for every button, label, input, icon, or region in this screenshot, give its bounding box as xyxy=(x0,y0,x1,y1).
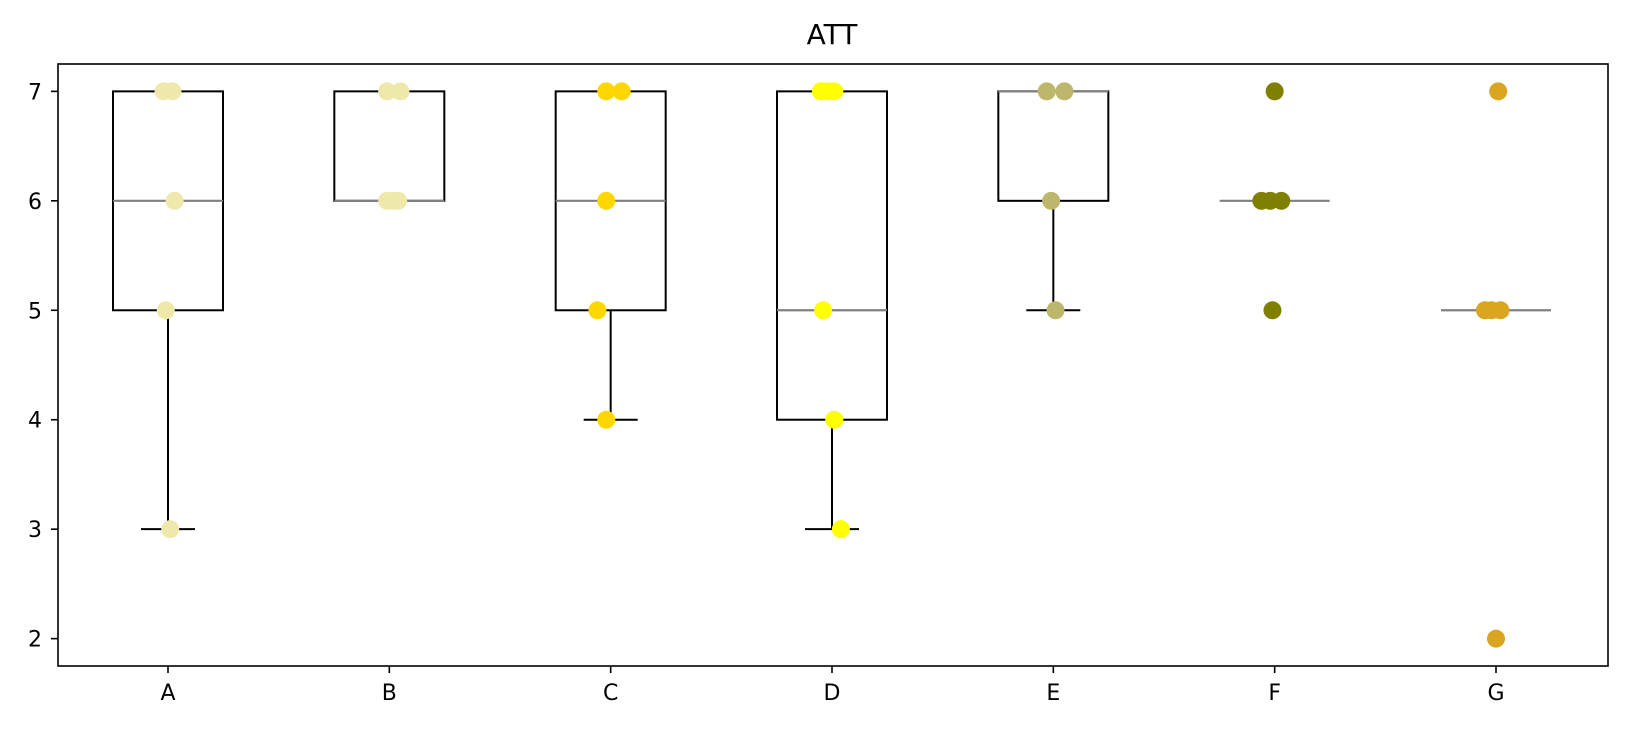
axes: 2 3 4 5 6 7 A B C D E F G xyxy=(28,80,1505,706)
box-group-c xyxy=(554,82,667,429)
y-tick-label: 7 xyxy=(28,80,42,105)
box xyxy=(997,90,1110,202)
x-tick-label: C xyxy=(603,681,618,706)
data-point xyxy=(588,301,607,320)
data-point xyxy=(831,520,850,539)
x-tick-label: B xyxy=(382,681,397,706)
box-group-b xyxy=(333,82,446,210)
plot-frame xyxy=(57,63,1609,667)
data-point xyxy=(1265,82,1284,101)
data-point xyxy=(825,410,844,429)
box-group-d xyxy=(776,82,888,539)
data-point xyxy=(814,301,833,320)
data-point xyxy=(1491,301,1510,320)
y-tick-label: 5 xyxy=(28,299,42,324)
data-point xyxy=(156,301,175,320)
data-point xyxy=(389,191,408,210)
x-tick-label: G xyxy=(1487,681,1504,706)
box-group-a xyxy=(112,82,224,539)
box xyxy=(776,90,888,421)
data-point xyxy=(1263,301,1282,320)
chart-title: ATT xyxy=(807,18,859,51)
box-group-f xyxy=(1219,82,1330,320)
data-point xyxy=(825,82,844,101)
data-point xyxy=(1046,301,1065,320)
data-point xyxy=(1055,82,1074,101)
y-tick-label: 4 xyxy=(28,409,42,434)
data-point xyxy=(597,191,616,210)
data-point xyxy=(391,82,410,101)
data-point xyxy=(1489,82,1508,101)
x-tick-label: E xyxy=(1046,681,1060,706)
data-point xyxy=(161,520,180,539)
x-tick-label: F xyxy=(1268,681,1281,706)
x-tick-label: D xyxy=(824,681,841,706)
data-point xyxy=(612,82,631,101)
data-point xyxy=(1037,82,1056,101)
plot-area xyxy=(112,82,1551,648)
y-tick-label: 6 xyxy=(28,190,42,215)
data-point xyxy=(597,82,616,101)
data-point xyxy=(378,82,397,101)
box-group-e xyxy=(997,82,1110,320)
data-point xyxy=(1272,191,1291,210)
y-tick-label: 2 xyxy=(28,628,42,653)
data-point xyxy=(1042,191,1061,210)
x-tick-label: A xyxy=(160,681,175,706)
y-tick-label: 3 xyxy=(28,518,42,543)
box-group-g xyxy=(1441,82,1551,648)
box xyxy=(333,90,446,202)
data-point xyxy=(163,82,182,101)
data-point xyxy=(1487,629,1505,648)
data-point xyxy=(165,191,184,210)
data-point xyxy=(597,410,616,429)
